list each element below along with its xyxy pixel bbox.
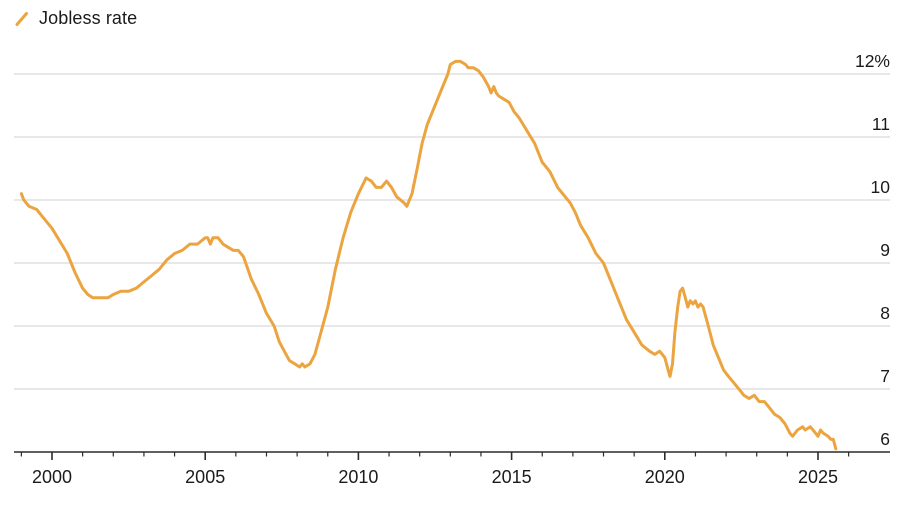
- x-tick-label: 2020: [645, 467, 685, 487]
- legend-label: Jobless rate: [39, 8, 138, 28]
- y-tick-label: 6: [880, 429, 890, 449]
- x-tick-label: 2015: [492, 467, 532, 487]
- x-tick-label: 2000: [32, 467, 72, 487]
- x-tick-label: 2025: [798, 467, 838, 487]
- y-tick-label: 11: [872, 114, 890, 134]
- x-tick-label: 2010: [338, 467, 378, 487]
- y-tick-label: 12%: [855, 51, 890, 71]
- legend: Jobless rate: [14, 8, 137, 29]
- jobless-rate-line: [19, 59, 838, 451]
- y-tick-label: 10: [871, 177, 891, 197]
- y-tick-label: 8: [880, 303, 890, 323]
- legend-slash-icon: [15, 11, 28, 26]
- y-tick-label: 9: [880, 240, 890, 260]
- y-tick-label: 7: [880, 366, 890, 386]
- x-tick-label: 2005: [185, 467, 225, 487]
